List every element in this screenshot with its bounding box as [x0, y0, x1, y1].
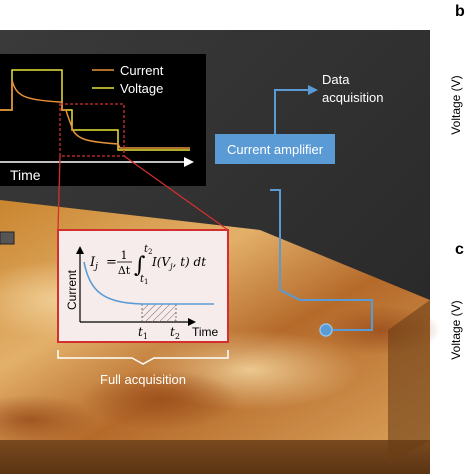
- probe-tip: [0, 231, 15, 245]
- selection-box: [59, 103, 125, 157]
- formula-frac-num: 1: [121, 249, 128, 262]
- current-amplifier-label: Current amplifier: [227, 142, 324, 157]
- full-acquisition-label: Full acquisition: [100, 372, 186, 387]
- integral-y-arrow: [76, 246, 84, 254]
- formula-lhs: Ij: [89, 255, 98, 272]
- formula-integral-sign: ∫: [134, 253, 146, 278]
- formula-integrand: I(Vj, t) dt: [151, 255, 206, 271]
- tick-t1: t1: [138, 325, 148, 341]
- formula-lower-limit: t1: [140, 274, 149, 286]
- inset-time-label: Time: [10, 167, 41, 183]
- full-acquisition-bracket: [57, 350, 229, 365]
- formula-equals: =: [106, 255, 117, 270]
- waveform-inset: Time Current Voltage: [0, 54, 206, 186]
- data-acquisition-label-line1: Data: [322, 72, 350, 87]
- current-amplifier-box: [215, 134, 335, 164]
- legend-current-label: Current: [120, 63, 164, 78]
- integral-ylabel: Current: [65, 269, 79, 310]
- panel-c-ylabel: Voltage (V): [449, 300, 463, 359]
- data-acquisition-arrow: [308, 85, 318, 95]
- formula-frac-den: Δt: [118, 264, 131, 277]
- current-trace: [0, 79, 190, 149]
- data-acquisition-label-line2: acquisition: [322, 90, 383, 105]
- formula-upper-limit: t2: [144, 244, 153, 256]
- inset-time-axis-arrow: [184, 157, 194, 167]
- integral-inset: Current Time t1 t2 Ij = 1 Δt ∫ t2 t1 I(V…: [57, 229, 229, 343]
- panel-b-ylabel: Voltage (V): [449, 75, 463, 134]
- zoom-line-right: [123, 155, 229, 231]
- integrated-area: [142, 304, 176, 322]
- contact-point: [319, 323, 333, 337]
- panel-c-label: c: [455, 241, 464, 258]
- integral-xlabel: Time: [192, 325, 219, 339]
- decay-curve: [83, 261, 214, 305]
- integral-x-arrow: [188, 318, 196, 326]
- zoom-line-left: [57, 155, 61, 231]
- tick-t2: t2: [170, 325, 180, 341]
- panel-b-label: b: [455, 3, 465, 20]
- legend-voltage-label: Voltage: [120, 81, 163, 96]
- signal-wiring: [270, 89, 373, 331]
